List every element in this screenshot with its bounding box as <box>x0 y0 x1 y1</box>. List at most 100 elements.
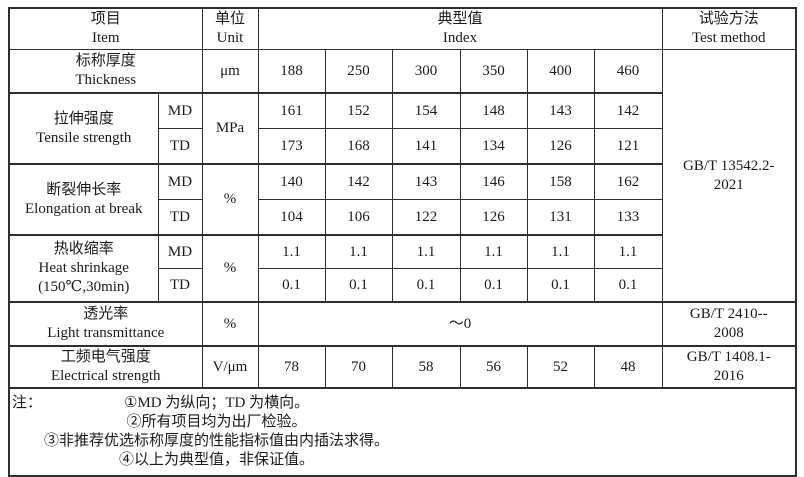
header-unit-zh: 单位 <box>214 11 245 27</box>
elongation-md-value: 142 <box>324 163 393 200</box>
elongation-unit: % <box>201 163 259 236</box>
thickness-value: 300 <box>391 49 461 94</box>
electrical-strength-value: 48 <box>593 345 663 389</box>
electrical-strength-value: 56 <box>459 345 528 389</box>
light-transmittance-item-en: Light transmittance <box>47 325 165 341</box>
elongation-md-label: MD <box>157 163 203 200</box>
tensile-item-en: Tensile strength <box>36 129 132 146</box>
electrical-strength-unit: V/μm <box>201 345 259 389</box>
heat-shrinkage-md-value: 1.1 <box>257 234 326 269</box>
tensile-item: 拉伸强度 Tensile strength <box>8 92 159 165</box>
notes-list: ①MD 为纵向；TD 为横向。 ②所有项目均为出厂检验。 ③非推荐优选标称厚度的… <box>44 394 389 470</box>
heat-shrinkage-md-value: 1.1 <box>526 234 595 269</box>
test-method-electrical-line1: GB/T 1408.1- <box>686 349 771 365</box>
header-index: 典型值 Index <box>257 7 663 50</box>
thickness-item: 标称厚度 Thickness <box>8 49 203 94</box>
electrical-strength-item-zh: 工频电气强度 <box>60 349 151 365</box>
tensile-item-zh: 拉伸强度 <box>53 110 114 127</box>
notes-cell: 注： ①MD 为纵向；TD 为横向。 ②所有项目均为出厂检验。 ③非推荐优选标称… <box>8 387 797 477</box>
elongation-td-value: 106 <box>324 199 393 236</box>
header-item: 项目 Item <box>8 7 203 50</box>
heat-shrinkage-unit: % <box>201 234 259 303</box>
elongation-md-value: 162 <box>593 163 663 200</box>
notes-label: 注： <box>12 395 43 411</box>
heat-shrinkage-td-value: 0.1 <box>459 268 528 303</box>
electrical-strength-row: 工频电气强度 Electrical strength V/μm 78 70 58… <box>8 345 797 389</box>
tensile-td-value: 134 <box>459 128 528 165</box>
heat-shrinkage-td-value: 0.1 <box>257 268 326 303</box>
thickness-value: 460 <box>593 49 663 94</box>
elongation-td-value: 126 <box>459 199 528 236</box>
note-item-3: ③非推荐优选标称厚度的性能指标值由内插法求得。 <box>44 433 390 449</box>
tensile-md-value: 154 <box>391 92 461 129</box>
heat-shrinkage-item-en: Heat shrinkage <box>38 260 129 276</box>
tensile-td-label: TD <box>157 128 203 165</box>
header-unit: 单位 Unit <box>201 7 259 50</box>
electrical-strength-value: 78 <box>257 345 326 389</box>
heat-shrinkage-item-zh: 热收缩率 <box>53 241 114 257</box>
thickness-item-zh: 标称厚度 <box>75 53 136 69</box>
heat-shrinkage-md-value: 1.1 <box>324 234 393 269</box>
test-method-mechanical-line2: 2021 <box>713 176 744 193</box>
header-test-method: 试验方法 Test method <box>661 7 797 50</box>
elongation-td-value: 133 <box>593 199 663 236</box>
thickness-unit: μm <box>201 49 259 94</box>
test-method-mechanical: GB/T 13542.2- 2021 <box>661 49 797 303</box>
elongation-td-value: 131 <box>526 199 595 236</box>
tensile-md-value: 142 <box>593 92 663 129</box>
electrical-strength-value: 58 <box>391 345 461 389</box>
thickness-value: 350 <box>459 49 528 94</box>
elongation-md-value: 140 <box>257 163 326 200</box>
note-item-4: ④以上为典型值，非保证值。 <box>119 452 315 468</box>
thickness-item-en: Thickness <box>75 72 137 88</box>
tensile-md-value: 143 <box>526 92 595 129</box>
header-index-en: Index <box>442 30 478 46</box>
heat-shrinkage-condition: (150℃,30min) <box>38 279 130 295</box>
elongation-md-row: 断裂伸长率 Elongation at break MD % 140 142 1… <box>8 163 796 236</box>
heat-shrinkage-md-value: 1.1 <box>391 234 461 269</box>
test-method-light-line2: 2008 <box>713 325 744 341</box>
header-item-zh: 项目 <box>90 11 121 27</box>
spec-sheet: 项目 Item 单位 Unit 典型值 Index 试验方法 Test meth… <box>8 7 797 477</box>
notes-row: 注： ①MD 为纵向；TD 为横向。 ②所有项目均为出厂检验。 ③非推荐优选标称… <box>8 387 797 477</box>
heat-shrinkage-item: 热收缩率 Heat shrinkage (150℃,30min) <box>8 234 159 303</box>
heat-shrinkage-td-value: 0.1 <box>526 268 595 303</box>
light-transmittance-row: 透光率 Light transmittance % ～0 GB/T 2410--… <box>8 301 797 347</box>
elongation-md-value: 158 <box>526 163 595 200</box>
tensile-td-value: 141 <box>391 128 461 165</box>
test-method-mechanical-line1: GB/T 13542.2- <box>683 157 775 174</box>
elongation-md-value: 146 <box>459 163 528 200</box>
thickness-row: 标称厚度 Thickness μm 188 250 300 350 400 46… <box>8 49 797 303</box>
tensile-md-row: 拉伸强度 Tensile strength MD MPa 161 152 154… <box>8 92 796 165</box>
spec-table: 项目 Item 单位 Unit 典型值 Index 试验方法 Test meth… <box>8 7 797 477</box>
elongation-td-row: TD 104 106 122 126 131 133 <box>9 199 796 236</box>
heat-shrinkage-td-value: 0.1 <box>391 268 461 303</box>
header-unit-en: Unit <box>216 30 244 46</box>
thickness-value: 400 <box>526 49 595 94</box>
header-test-method-zh: 试验方法 <box>698 11 759 27</box>
tensile-md-value: 152 <box>324 92 393 129</box>
tensile-md-value: 148 <box>459 92 528 129</box>
elongation-td-label: TD <box>157 199 203 236</box>
light-transmittance-item: 透光率 Light transmittance <box>8 301 203 347</box>
heat-shrinkage-td-row: TD 0.1 0.1 0.1 0.1 0.1 0.1 <box>9 268 796 303</box>
elongation-td-value: 104 <box>257 199 326 236</box>
electrical-strength-value: 70 <box>324 345 393 389</box>
heat-shrinkage-td-value: 0.1 <box>324 268 393 303</box>
note-item-1: ①MD 为纵向；TD 为横向。 <box>123 395 310 411</box>
tensile-md-value: 161 <box>257 92 326 129</box>
heat-shrinkage-td-value: 0.1 <box>593 268 663 303</box>
note-item-2: ②所有项目均为出厂检验。 <box>126 414 307 430</box>
electrical-strength-item: 工频电气强度 Electrical strength <box>8 345 203 389</box>
heat-shrinkage-md-value: 1.1 <box>459 234 528 269</box>
elongation-item-en: Elongation at break <box>25 200 143 217</box>
heat-shrinkage-md-label: MD <box>157 234 203 269</box>
tensile-td-value: 173 <box>257 128 326 165</box>
elongation-md-value: 143 <box>391 163 461 200</box>
thickness-value: 188 <box>257 49 326 94</box>
electrical-strength-item-en: Electrical strength <box>50 368 161 384</box>
header-index-zh: 典型值 <box>437 11 483 27</box>
test-method-electrical: GB/T 1408.1- 2016 <box>661 345 797 389</box>
header-test-method-en: Test method <box>691 30 766 46</box>
tensile-md-label: MD <box>157 92 203 129</box>
